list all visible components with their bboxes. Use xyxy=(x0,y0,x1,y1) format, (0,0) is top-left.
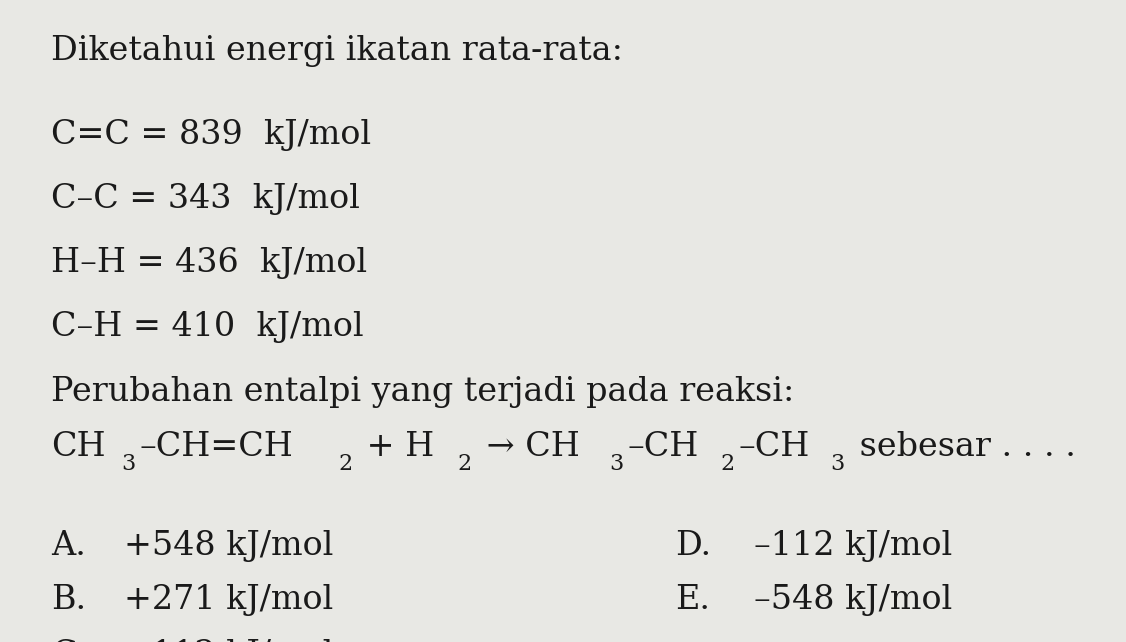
Text: +271 kJ/mol: +271 kJ/mol xyxy=(124,584,333,616)
Text: 2: 2 xyxy=(457,453,472,475)
Text: sebesar . . . .: sebesar . . . . xyxy=(849,431,1075,463)
Text: D.: D. xyxy=(676,530,712,562)
Text: E.: E. xyxy=(676,584,711,616)
Text: 2: 2 xyxy=(720,453,734,475)
Text: Diketahui energi ikatan rata-rata:: Diketahui energi ikatan rata-rata: xyxy=(51,35,623,67)
Text: –CH: –CH xyxy=(628,431,699,463)
Text: CH: CH xyxy=(51,431,106,463)
Text: 3: 3 xyxy=(609,453,624,475)
Text: C=C = 839  kJ/mol: C=C = 839 kJ/mol xyxy=(51,119,370,151)
Text: +112 kJ/mol: +112 kJ/mol xyxy=(124,639,333,642)
Text: 3: 3 xyxy=(122,453,135,475)
Text: + H: + H xyxy=(356,431,435,463)
Text: –112 kJ/mol: –112 kJ/mol xyxy=(754,530,953,562)
Text: –548 kJ/mol: –548 kJ/mol xyxy=(754,584,953,616)
Text: 3: 3 xyxy=(830,453,844,475)
Text: 2: 2 xyxy=(338,453,352,475)
Text: C–C = 343  kJ/mol: C–C = 343 kJ/mol xyxy=(51,183,359,215)
Text: +548 kJ/mol: +548 kJ/mol xyxy=(124,530,333,562)
Text: A.: A. xyxy=(51,530,86,562)
Text: –CH: –CH xyxy=(739,431,810,463)
Text: –CH=CH: –CH=CH xyxy=(140,431,294,463)
Text: C.: C. xyxy=(51,639,86,642)
Text: Perubahan entalpi yang terjadi pada reaksi:: Perubahan entalpi yang terjadi pada reak… xyxy=(51,376,794,408)
Text: → CH: → CH xyxy=(475,431,580,463)
Text: C–H = 410  kJ/mol: C–H = 410 kJ/mol xyxy=(51,311,364,343)
Text: B.: B. xyxy=(51,584,86,616)
Text: H–H = 436  kJ/mol: H–H = 436 kJ/mol xyxy=(51,247,367,279)
